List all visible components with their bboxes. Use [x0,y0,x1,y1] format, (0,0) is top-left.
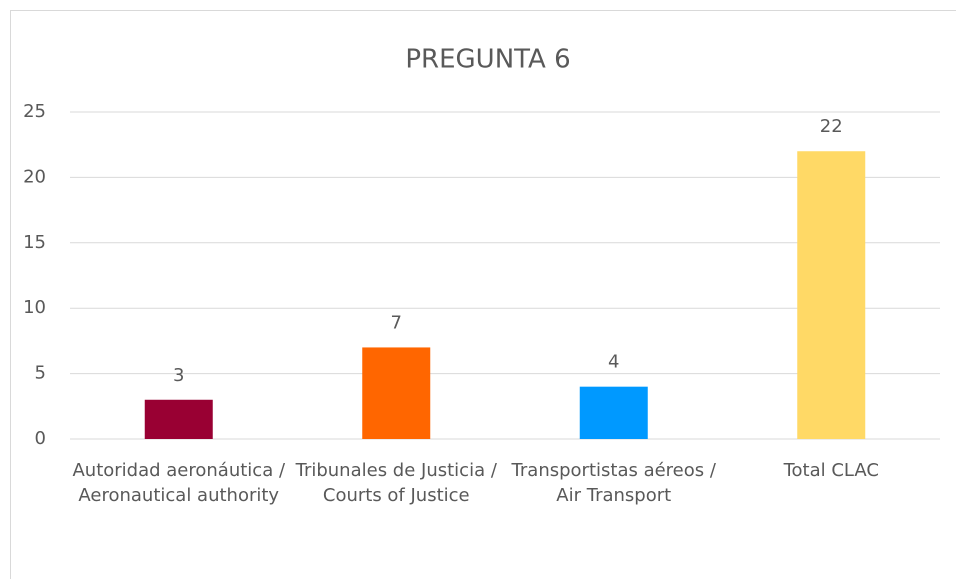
y-tick-label: 0 [35,428,46,449]
data-label: 3 [173,365,184,386]
bar [144,399,213,439]
y-tick-label: 15 [23,232,46,253]
x-tick-label: Total CLAC [783,460,879,481]
data-label: 22 [820,116,843,137]
chart-title: PREGUNTA 6 [405,45,570,75]
y-tick-label: 10 [23,297,46,318]
x-tick-label: Tribunales de Justicia / Courts of Justic… [295,460,498,506]
data-label: 7 [391,312,402,333]
y-tick-label: 25 [23,101,46,122]
x-tick-label: Transportistas aéreos / Air Transport [511,460,717,506]
y-tick-label: 5 [35,363,46,384]
bar [797,151,866,440]
bar [362,347,431,439]
data-label: 4 [608,352,619,373]
bar [579,386,648,439]
x-tick-label: Autoridad aeronáutica / Aeronautical auth… [72,460,285,506]
y-tick-label: 20 [23,166,46,187]
